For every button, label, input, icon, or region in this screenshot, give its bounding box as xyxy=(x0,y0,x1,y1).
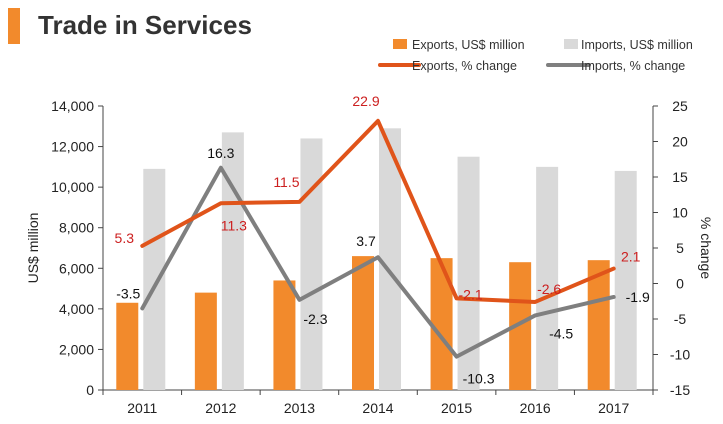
bar-imports xyxy=(221,132,244,390)
data-label-imports: 3.7 xyxy=(356,233,376,249)
title-accent-bar xyxy=(8,8,20,44)
legend-label-imports-line: Imports, % change xyxy=(581,59,685,73)
bar-imports xyxy=(457,156,480,390)
data-label-exports: 5.3 xyxy=(115,230,135,246)
right-tick-label: 0 xyxy=(676,276,684,292)
left-tick-label: 8,000 xyxy=(59,220,94,236)
bar-imports xyxy=(143,168,166,390)
data-labels: 5.3 11.3 11.5 22.9 -2.1 -2.6 2.1 -3.5 16.3 -2.3 3.… xyxy=(115,93,650,387)
legend: Exports, US$ million Imports, US$ millio… xyxy=(378,38,693,73)
x-tick-label: 2012 xyxy=(205,400,236,416)
left-tick-label: 2,000 xyxy=(59,341,94,357)
right-tick-label: -5 xyxy=(674,311,687,327)
data-label-exports: -2.6 xyxy=(537,281,561,297)
legend-swatch-imports-bar xyxy=(564,39,578,49)
bar-exports xyxy=(194,292,217,390)
right-tick-label: 25 xyxy=(672,98,688,114)
line-imports-change xyxy=(140,165,616,359)
bar-exports xyxy=(352,256,374,390)
data-label-imports: -1.9 xyxy=(626,289,650,305)
right-tick-label: 5 xyxy=(676,240,684,256)
x-tick-label: 2017 xyxy=(598,400,629,416)
bar-imports xyxy=(536,166,559,390)
bar-exports xyxy=(273,280,296,390)
data-label-imports: -4.5 xyxy=(549,325,573,341)
data-label-exports: -2.1 xyxy=(459,286,483,302)
line-exports-change xyxy=(140,118,616,304)
right-tick-label: 20 xyxy=(672,134,688,150)
right-tick-label: 15 xyxy=(672,169,688,185)
bar-imports xyxy=(300,138,323,390)
legend-swatch-exports-bar xyxy=(393,39,407,49)
axes: 0 2,000 4,000 6,000 8,000 10,000 12,000 14,000 -… xyxy=(25,98,714,416)
data-label-exports: 2.1 xyxy=(621,249,641,265)
chart-title: Trade in Services xyxy=(38,10,252,40)
left-tick-label: 12,000 xyxy=(51,139,94,155)
x-tick-label: 2016 xyxy=(520,400,551,416)
bar-exports xyxy=(430,258,453,390)
y2-axis-title: % change xyxy=(698,217,714,279)
data-label-exports: 11.5 xyxy=(273,174,299,190)
left-tick-label: 0 xyxy=(86,382,94,398)
x-tick-label: 2011 xyxy=(127,400,157,416)
right-tick-label: -15 xyxy=(670,382,690,398)
data-label-imports: -2.3 xyxy=(303,311,327,327)
left-tick-label: 6,000 xyxy=(59,260,94,276)
data-label-imports: -3.5 xyxy=(116,285,140,301)
data-label-exports: 22.9 xyxy=(352,93,379,109)
right-tick-label: 10 xyxy=(672,205,688,221)
left-tick-label: 14,000 xyxy=(51,98,94,114)
bar-exports xyxy=(587,260,610,390)
data-label-imports: -10.3 xyxy=(463,371,495,387)
x-tick-label: 2013 xyxy=(284,400,315,416)
bar-imports xyxy=(379,128,401,391)
y-axis-title: US$ million xyxy=(25,213,41,284)
bar-imports xyxy=(614,170,637,390)
legend-label-imports-bar: Imports, US$ million xyxy=(581,38,693,52)
data-label-imports: 16.3 xyxy=(207,145,234,161)
left-tick-label: 4,000 xyxy=(59,301,94,317)
x-tick-label: 2014 xyxy=(362,400,393,416)
bar-exports xyxy=(509,262,532,390)
bars xyxy=(116,128,637,391)
data-label-exports: 11.3 xyxy=(221,217,247,233)
legend-label-exports-bar: Exports, US$ million xyxy=(412,38,525,52)
left-tick-label: 10,000 xyxy=(51,179,94,195)
lines xyxy=(140,118,616,359)
bar-exports xyxy=(116,302,139,390)
x-tick-label: 2015 xyxy=(441,400,472,416)
right-tick-label: -10 xyxy=(670,347,690,363)
legend-label-exports-line: Exports, % change xyxy=(412,59,517,73)
